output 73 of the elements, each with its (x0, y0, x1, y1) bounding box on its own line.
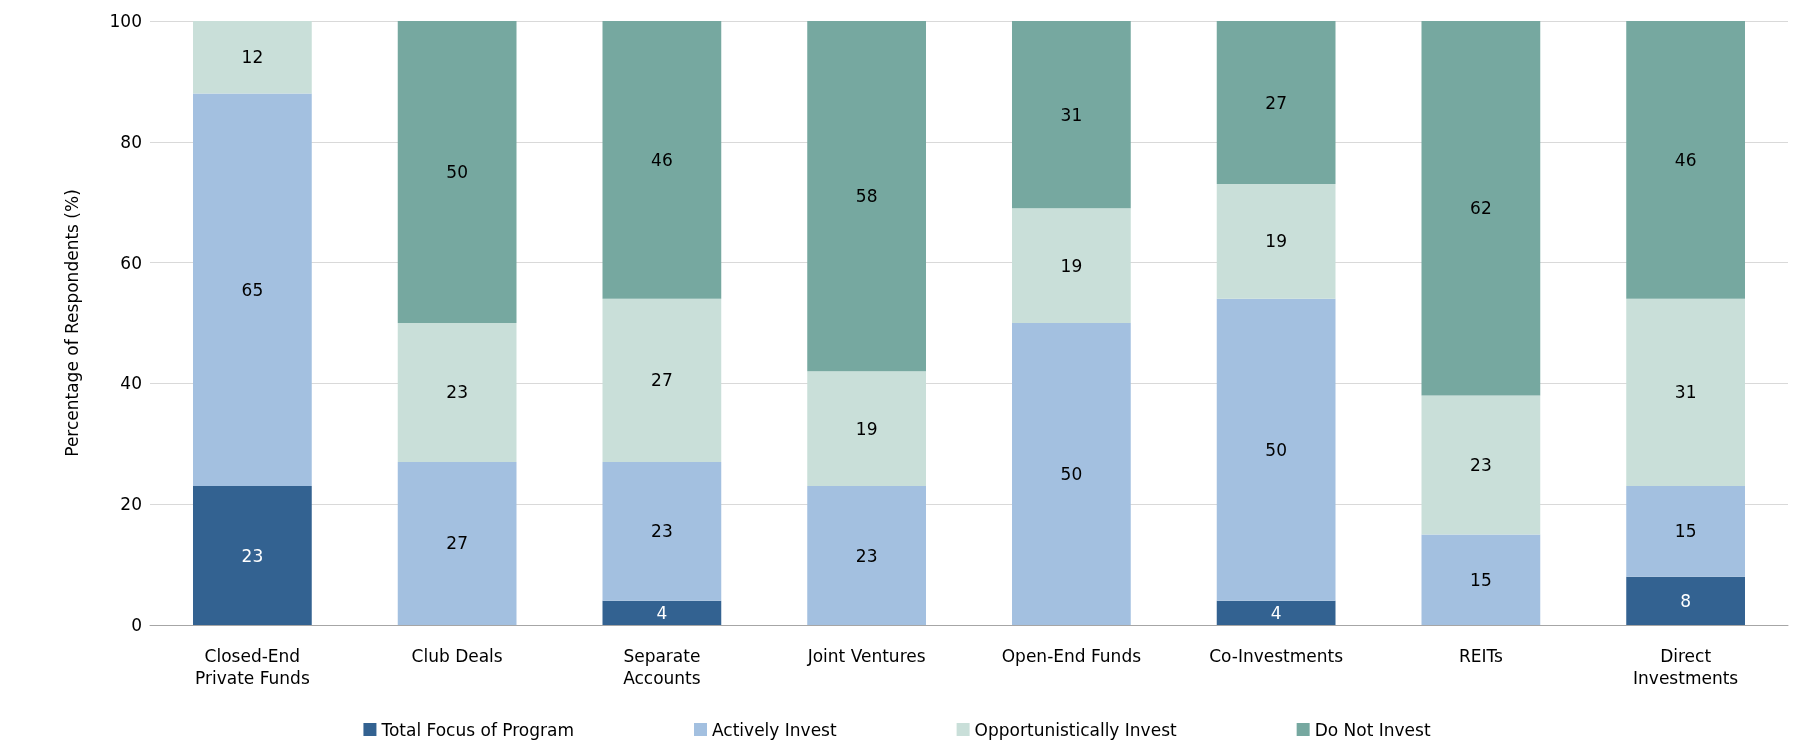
data-label: 23 (651, 521, 673, 542)
legend-label: Total Focus of Program (380, 719, 575, 740)
y-tick-label: 100 (109, 11, 142, 31)
bar (1012, 323, 1131, 625)
bar (397, 461, 517, 625)
bar (602, 298, 722, 462)
legend-label: Actively Invest (712, 719, 837, 740)
data-label: 50 (446, 162, 468, 182)
data-label: 65 (241, 279, 264, 300)
data-label: 50 (1265, 439, 1287, 460)
y-tick-label: 20 (120, 494, 142, 515)
data-label: 31 (1060, 104, 1083, 125)
bar (1421, 534, 1541, 625)
bar (602, 600, 722, 625)
bar (1216, 184, 1336, 299)
bar (193, 486, 312, 625)
y-tick-label: 0 (131, 615, 142, 635)
bar (1626, 298, 1745, 487)
bar (193, 21, 312, 94)
bar (807, 486, 926, 625)
bar (602, 21, 722, 299)
x-tick-label: Joint Ventures (806, 646, 926, 666)
data-label: 19 (1060, 255, 1083, 276)
data-label: 31 (1674, 382, 1697, 403)
data-label: 27 (446, 533, 468, 554)
legend-label: Do Not Invest (1314, 719, 1431, 740)
bar (1626, 21, 1745, 299)
data-label: 46 (1674, 149, 1697, 170)
y-axis-title: Percentage of Respondents (%) (61, 189, 82, 457)
bar (1626, 576, 1745, 625)
bar (1421, 21, 1541, 396)
data-label: 46 (651, 149, 673, 170)
bar (807, 371, 926, 487)
x-tick-label: Open-End Funds (1001, 646, 1142, 666)
data-label: 23 (1470, 454, 1492, 475)
bar (807, 21, 926, 372)
bar (1216, 298, 1336, 601)
data-label: 19 (855, 418, 878, 439)
y-tick-label: 60 (120, 252, 142, 273)
x-tick-label: Separate Accounts (623, 646, 701, 688)
data-label: 23 (241, 545, 264, 566)
bar (397, 21, 517, 323)
bar (1626, 486, 1745, 577)
data-label: 4 (656, 602, 668, 623)
bar (1421, 395, 1541, 535)
bar (1216, 21, 1336, 185)
x-tick-label: Closed-End Private Funds (195, 646, 310, 688)
data-label: 27 (651, 370, 673, 391)
bar (193, 93, 312, 487)
bar (1012, 21, 1131, 209)
legend-label: Opportunistically Invest (974, 719, 1177, 740)
y-tick-label: 80 (120, 131, 142, 152)
data-label: 62 (1470, 198, 1492, 219)
x-tick-label: Club Deals (411, 646, 503, 666)
bar (602, 461, 722, 601)
data-label: 23 (446, 382, 468, 403)
bar (1012, 208, 1131, 323)
data-label: 50 (1060, 464, 1083, 484)
y-tick-label: 40 (120, 373, 142, 394)
x-tick-label: Direct Investments (1633, 646, 1739, 688)
data-label: 12 (241, 47, 264, 68)
data-label: 8 (1680, 590, 1692, 611)
data-label: 58 (855, 186, 878, 207)
data-label: 15 (1470, 569, 1492, 590)
bar (1216, 600, 1336, 625)
bar (397, 323, 517, 462)
data-label: 23 (855, 545, 878, 566)
x-tick-label: REITs (1458, 646, 1504, 666)
data-label: 4 (1270, 602, 1282, 623)
data-label: 19 (1265, 231, 1287, 252)
data-label: 27 (1265, 92, 1287, 113)
x-tick-label: Co-Investments (1209, 646, 1344, 666)
data-label: 15 (1674, 521, 1697, 542)
